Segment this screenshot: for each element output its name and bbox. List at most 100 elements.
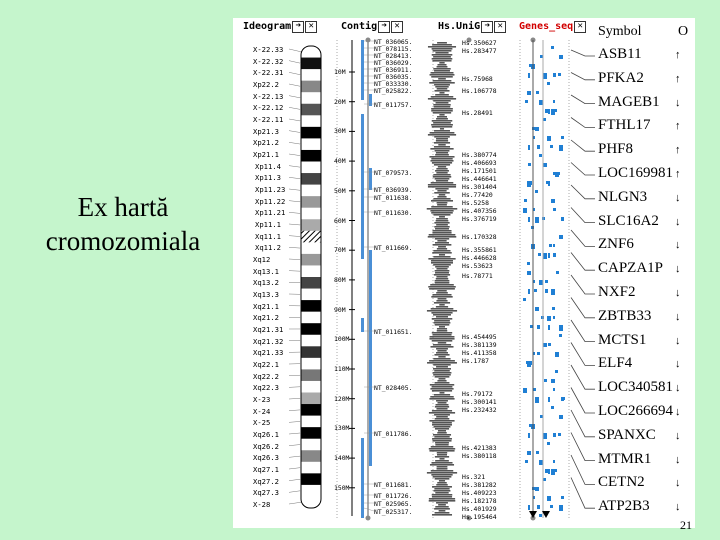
unigene-label[interactable]: Hs.170328 xyxy=(462,233,497,241)
density-bar xyxy=(430,210,454,212)
gene-symbol-link[interactable]: NLGN3 xyxy=(598,188,648,205)
unigene-label[interactable]: Hs.77420 xyxy=(462,191,493,199)
gene-feature xyxy=(553,433,556,437)
gene-symbol-link[interactable]: PFKA2 xyxy=(598,69,644,86)
ideogram-header[interactable]: Ideogram ➜ ✕ xyxy=(243,21,318,33)
genes-header[interactable]: Genes_seq ✕ xyxy=(519,21,587,33)
unigene-label[interactable]: Hs.75968 xyxy=(462,75,493,83)
move-right-icon[interactable]: ➜ xyxy=(292,21,305,33)
unigene-label[interactable]: Hs.380774 xyxy=(462,151,497,159)
contig-label[interactable]: NT_036911. xyxy=(374,66,413,74)
contig-label[interactable]: NT_025965. xyxy=(374,500,413,508)
contig-label[interactable]: NT_028413. xyxy=(374,52,413,60)
unigene-label[interactable]: Hs.182178 xyxy=(462,497,497,505)
gene-symbol-link[interactable]: CAPZA1P xyxy=(598,260,664,277)
move-right-icon[interactable]: ➜ xyxy=(481,21,494,33)
gene-symbol-link[interactable]: MCTS1 xyxy=(598,331,647,348)
gene-symbol-link[interactable]: MAGEB1 xyxy=(598,93,660,110)
unigene-label[interactable]: Hs.5258 xyxy=(462,199,489,207)
close-icon[interactable]: ✕ xyxy=(305,21,318,33)
contig-label[interactable]: NT_025317. xyxy=(374,508,413,516)
unigene-label[interactable]: Hs.401929 xyxy=(462,505,497,513)
unigene-label[interactable]: Hs.381139 xyxy=(462,341,497,349)
contig-label[interactable]: NT_011786. xyxy=(374,430,413,438)
unigene-label[interactable]: Hs.446641 xyxy=(462,175,497,183)
unigene-label[interactable]: Hs.411358 xyxy=(462,349,497,357)
unigene-label[interactable]: Hs.381282 xyxy=(462,481,497,489)
axis-end-dot xyxy=(466,515,472,521)
contig-label[interactable]: NT_078115. xyxy=(374,45,413,53)
gene-symbol-link[interactable]: MTMR1 xyxy=(598,450,652,467)
unigene-label[interactable]: Hs.350627 xyxy=(462,39,497,47)
unigene-label[interactable]: Hs.171501 xyxy=(462,167,497,175)
gene-feature xyxy=(528,145,530,150)
unigene-label[interactable]: Hs.28491 xyxy=(462,109,493,117)
unigene-label[interactable]: Hs.446628 xyxy=(462,254,497,262)
gene-symbol-link[interactable]: ZBTB33 xyxy=(598,307,652,324)
unigene-label[interactable]: Hs.283477 xyxy=(462,47,497,55)
contig-label[interactable]: NT_011630. xyxy=(374,209,413,217)
contig-label[interactable]: NT_079573. xyxy=(374,169,413,177)
contig-label[interactable]: NT_028405. xyxy=(374,384,413,392)
gene-feature xyxy=(528,505,530,510)
contig-label[interactable]: NT_036029. xyxy=(374,59,413,67)
move-right-icon[interactable]: ➜ xyxy=(378,21,391,33)
gene-symbol-link[interactable]: LOC169981 xyxy=(598,165,673,181)
gene-symbol-link[interactable]: ELF4 xyxy=(598,355,633,372)
unigene-label[interactable]: Hs.355861 xyxy=(462,246,497,254)
unigene-label[interactable]: Hs.421383 xyxy=(462,444,497,452)
gene-feature xyxy=(551,289,555,295)
unigene-label[interactable]: Hs.300141 xyxy=(462,398,497,406)
hsunig-header[interactable]: Hs.UniG ➜ ✕ xyxy=(438,21,507,33)
gene-symbol-link[interactable]: ZNF6 xyxy=(598,236,634,253)
unigene-label[interactable]: Hs.1787 xyxy=(462,357,489,365)
unigene-label[interactable]: Hs.195464 xyxy=(462,513,497,521)
contig-label[interactable]: NT_011681. xyxy=(374,481,413,489)
contig-label[interactable]: NT_011726. xyxy=(374,492,413,500)
contig-label[interactable]: NT_011651. xyxy=(374,328,413,336)
unigene-label[interactable]: Hs.106778 xyxy=(462,87,497,95)
unigene-label[interactable]: Hs.78771 xyxy=(462,272,493,280)
contig-label[interactable]: NT_011757. xyxy=(374,101,413,109)
unigene-label[interactable]: Hs.380118 xyxy=(462,452,497,460)
unigene-label[interactable]: Hs.407356 xyxy=(462,207,497,215)
unigene-label[interactable]: Hs.376719 xyxy=(462,215,497,223)
gene-symbol-link[interactable]: FTHL17 xyxy=(598,117,651,134)
unigene-label[interactable]: Hs.79172 xyxy=(462,390,493,398)
density-bar xyxy=(435,102,449,104)
band-label: X-22.31 xyxy=(253,68,284,78)
gene-feature xyxy=(559,325,563,331)
unigene-label[interactable]: Hs.321 xyxy=(462,473,486,481)
contig-header[interactable]: Contig ➜ ✕ xyxy=(341,21,404,33)
gene-symbol-link[interactable]: NXF2 xyxy=(598,284,636,300)
chromosome-band xyxy=(301,265,321,278)
gene-symbol-link[interactable]: SLC16A2 xyxy=(598,212,659,229)
unigene-label[interactable]: Hs.454495 xyxy=(462,333,497,341)
unigene-label[interactable]: Hs.406693 xyxy=(462,159,497,167)
density-bar xyxy=(428,500,456,502)
unigene-label[interactable]: Hs.409223 xyxy=(462,489,497,497)
contig-label[interactable]: NT_011669. xyxy=(374,244,413,252)
unigene-label[interactable]: Hs.301404 xyxy=(462,183,497,191)
contig-label[interactable]: NT_036939. xyxy=(374,186,413,194)
contig-label[interactable]: NT_036065. xyxy=(374,38,413,46)
unigene-label[interactable]: Hs.53623 xyxy=(462,262,493,270)
close-icon[interactable]: ✕ xyxy=(494,21,507,33)
contig-label[interactable]: NT_011638. xyxy=(374,194,413,202)
density-bar xyxy=(431,340,453,342)
density-bar xyxy=(436,118,448,120)
unigene-label[interactable]: Hs.232432 xyxy=(462,406,497,414)
gene-symbol-link[interactable]: ASB11 xyxy=(598,46,642,62)
contig-label[interactable]: NT_036035. xyxy=(374,73,413,81)
close-icon[interactable]: ✕ xyxy=(391,21,404,33)
gene-symbol-link[interactable]: PHF8 xyxy=(598,141,634,158)
gene-symbol-link[interactable]: CETN2 xyxy=(598,474,645,491)
close-icon[interactable]: ✕ xyxy=(574,21,587,33)
contig-label[interactable]: NT_025822. xyxy=(374,87,413,95)
gene-symbol-link[interactable]: ATP2B3 xyxy=(598,498,650,515)
contig-label[interactable]: NT_033330. xyxy=(374,80,413,88)
gene-symbol-link[interactable]: LOC266694 xyxy=(598,403,673,419)
gene-symbol-link[interactable]: SPANXC xyxy=(598,426,656,443)
gene-symbol-link[interactable]: LOC340581 xyxy=(598,379,673,396)
density-bar xyxy=(430,388,454,390)
